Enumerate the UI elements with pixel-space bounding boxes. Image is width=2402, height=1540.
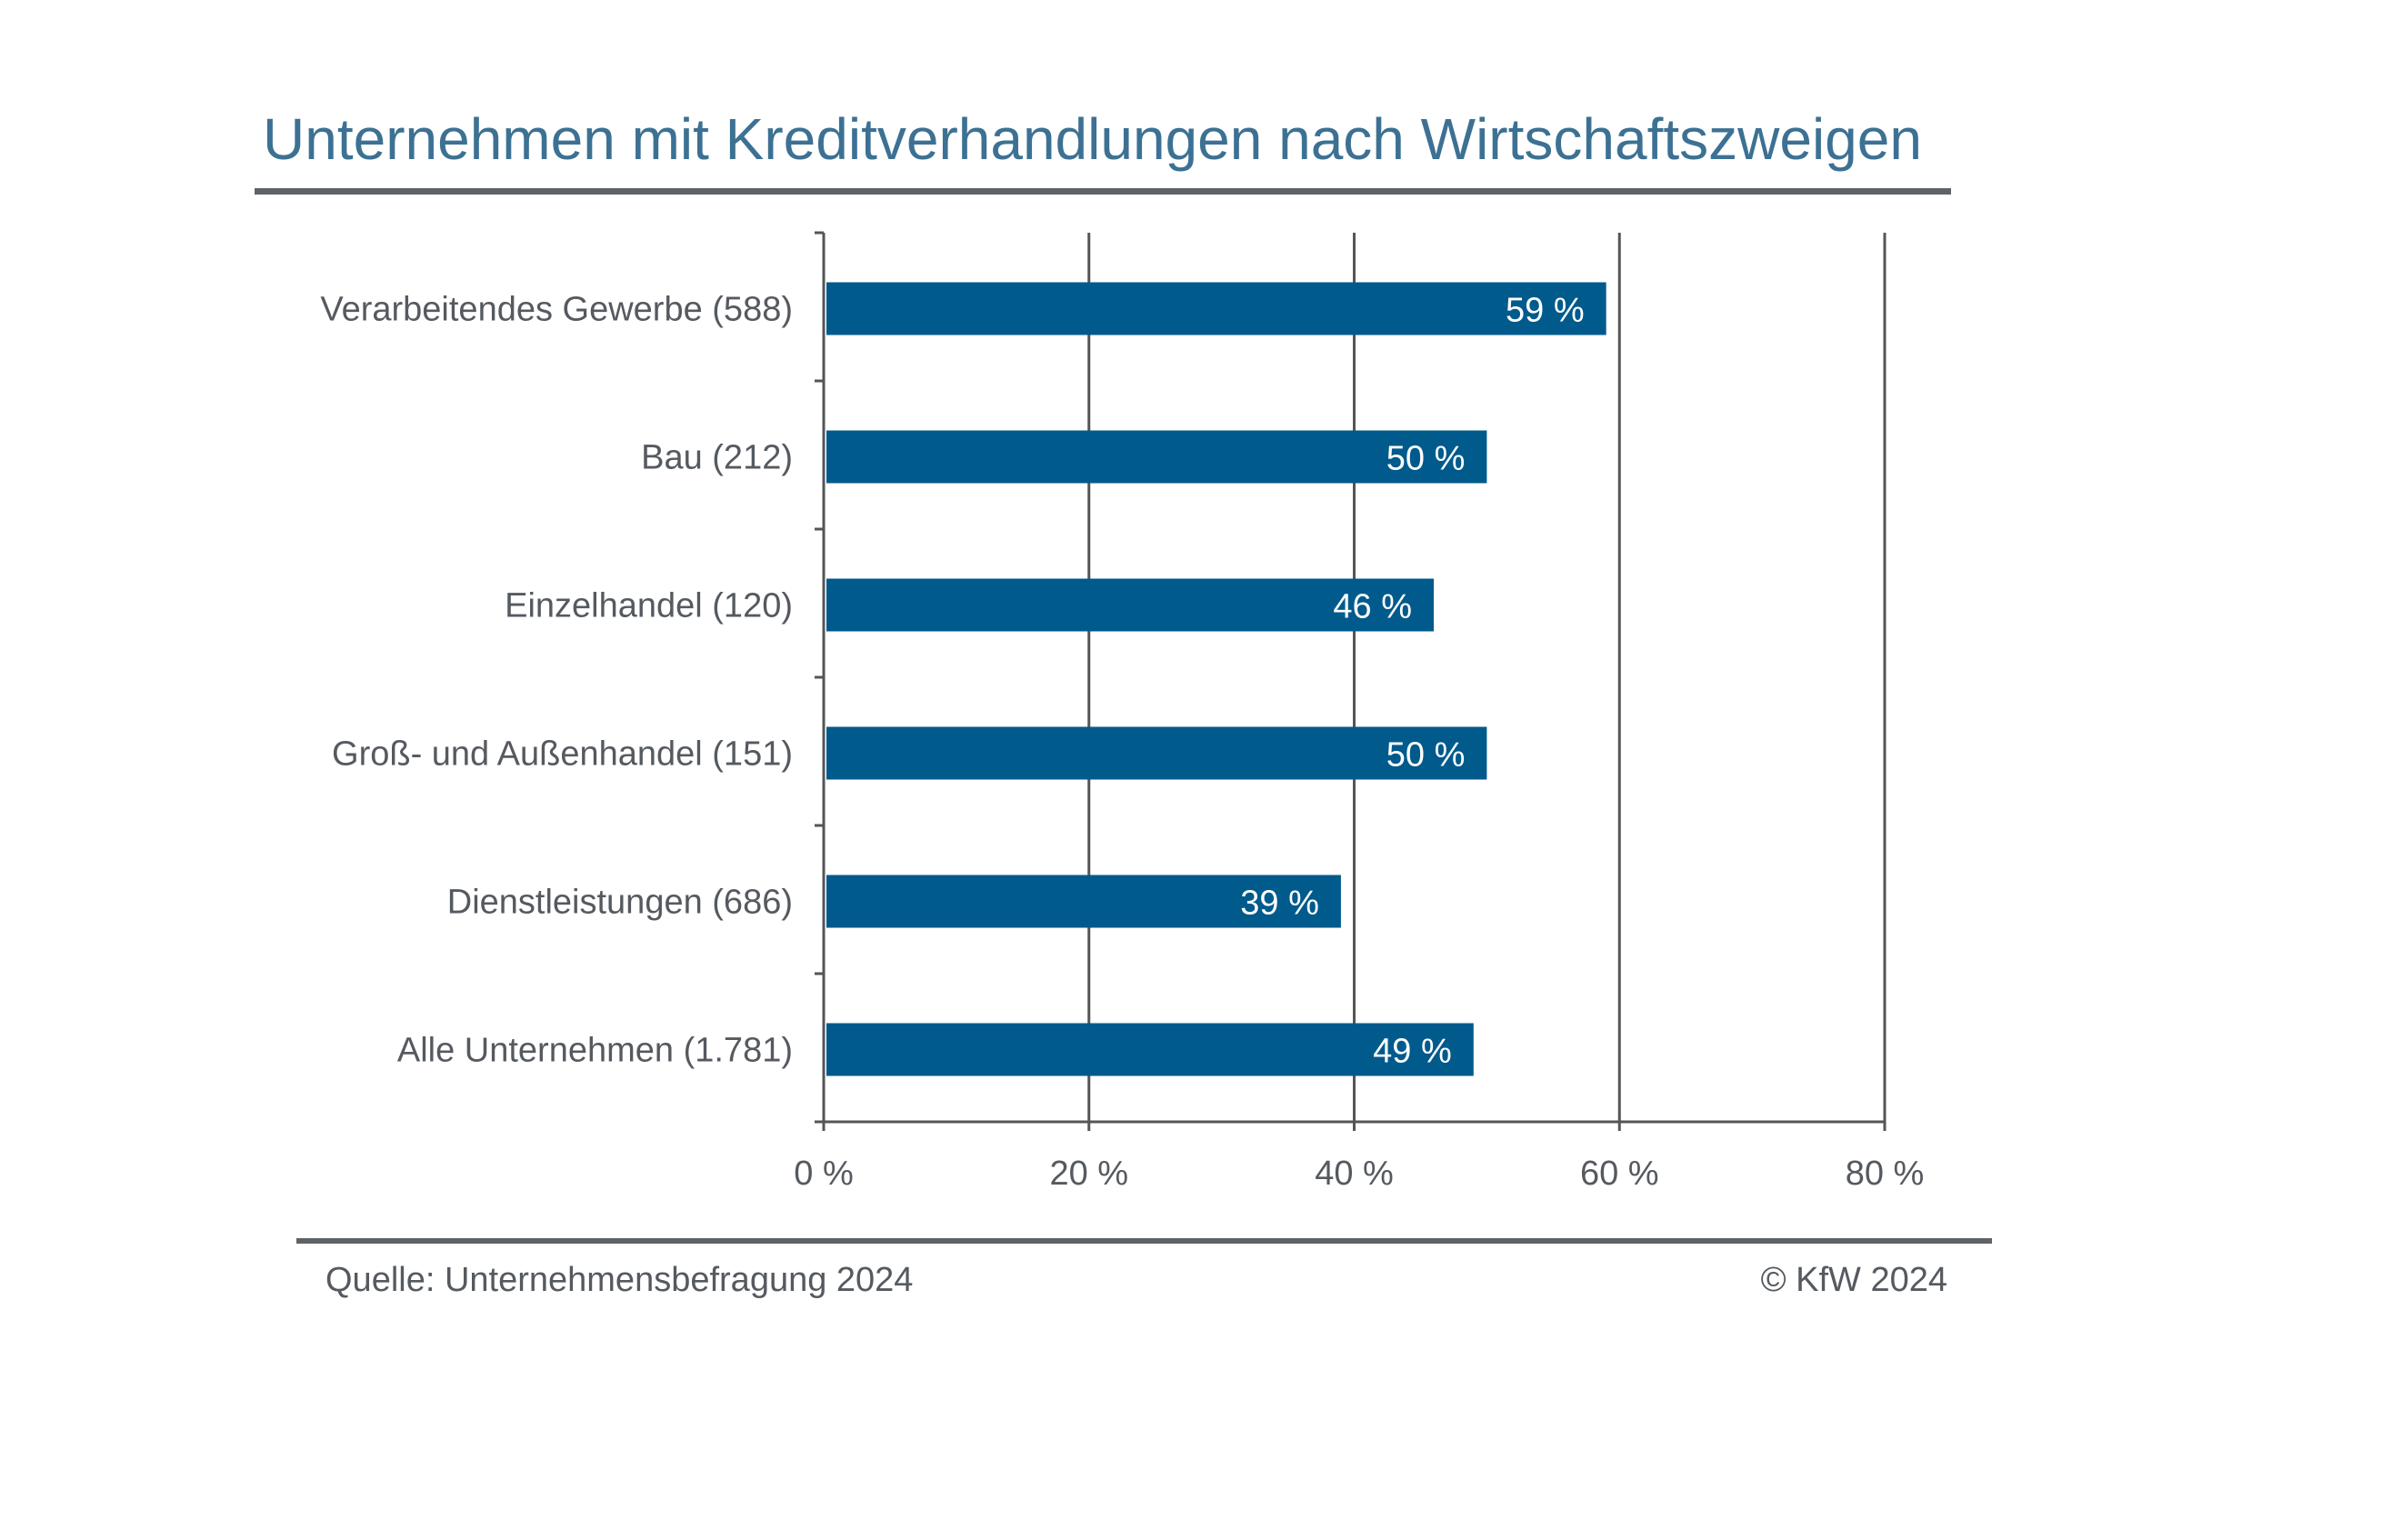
bars (826, 282, 1606, 1076)
category-label: Groß- und Außenhandel (151) (332, 735, 793, 774)
data-label: 59 % (1506, 292, 1585, 330)
x-tick-label: 80 % (1846, 1155, 1925, 1193)
x-tick-label: 20 % (1049, 1155, 1128, 1193)
category-label: Verarbeitendes Gewerbe (588) (320, 291, 793, 329)
x-tick-label: 60 % (1580, 1155, 1659, 1193)
footer-rule (296, 1238, 1992, 1244)
axes (815, 231, 1887, 1131)
bar (826, 875, 1341, 928)
x-tick-label: 0 % (794, 1155, 853, 1193)
bar (826, 578, 1435, 632)
category-label: Dienstleistungen (686) (447, 884, 793, 922)
bar (826, 430, 1487, 484)
data-label: 49 % (1373, 1033, 1452, 1071)
data-label: 39 % (1240, 885, 1319, 923)
data-label: 50 % (1386, 440, 1466, 478)
copyright-note: © KfW 2024 (1761, 1261, 1947, 1299)
source-note: Quelle: Unternehmensbefragung 2024 (325, 1261, 913, 1299)
data-label: 50 % (1386, 736, 1466, 775)
title-rule (255, 188, 1951, 195)
x-tick-label: 40 % (1315, 1155, 1394, 1193)
grid-lines (1087, 233, 1887, 1122)
category-label: Alle Unternehmen (1.781) (397, 1032, 793, 1070)
labels: 0 % 20 % 40 % 60 % 80 % Verarbeitendes Gewerb… (320, 291, 1924, 1194)
bar (826, 726, 1487, 780)
bar (826, 1023, 1474, 1076)
category-label: Bau (212) (641, 439, 793, 477)
category-label: Einzelhandel (120) (505, 587, 793, 625)
data-label: 46 % (1333, 588, 1412, 626)
bar (826, 282, 1606, 335)
chart-title: Unternehmen mit Kreditverhandlungen nach… (263, 106, 1922, 172)
